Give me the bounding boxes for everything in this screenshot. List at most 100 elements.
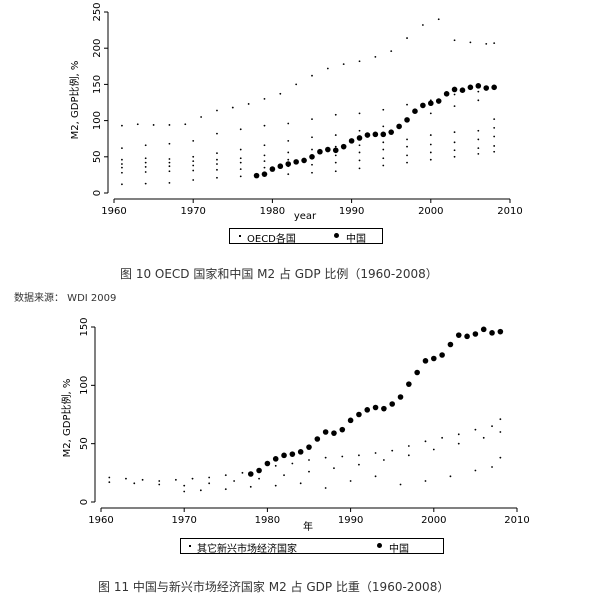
figure-11-china-point — [389, 401, 396, 407]
figure-10-other-point — [358, 151, 361, 154]
figure-11-other-point — [199, 489, 202, 492]
figure-11-other-point — [133, 482, 136, 485]
figure-10-other-point — [184, 123, 187, 126]
figure-10-other-point — [216, 109, 218, 112]
figure-10-other-point — [493, 118, 496, 121]
figure-10-legend-china-marker — [334, 233, 339, 238]
figure-10-other-point — [437, 18, 440, 21]
figure-11-other-point — [441, 436, 444, 439]
figure-10-other-point — [121, 158, 123, 161]
figure-10-china-point — [325, 146, 331, 153]
figure-10-china-point — [317, 148, 323, 155]
figure-11-other-point — [474, 469, 477, 472]
figure-10-other-point — [192, 139, 195, 142]
figure-11-other-point — [108, 481, 111, 484]
figure-11-china-point — [381, 405, 387, 412]
figure-10-other-point — [311, 74, 313, 77]
figure-10-other-point — [168, 161, 171, 164]
figure-11-other-point — [308, 459, 310, 461]
figure-10-other-point — [144, 166, 147, 168]
figure-10-other-point — [192, 169, 195, 172]
figure-11-other-point — [333, 467, 335, 470]
figure-10-other-point — [493, 84, 496, 87]
figure-10-other-point — [144, 171, 147, 173]
figure-11-china-point — [414, 369, 420, 376]
figure-10-other-point — [477, 99, 480, 102]
figure-10-other-point — [453, 39, 456, 42]
figure-11-legend-other-label: 其它新兴市场经济国家 — [197, 544, 297, 555]
figure-11-china-point — [422, 358, 429, 364]
figure-10-other-point — [374, 55, 377, 58]
figure-10-other-point — [477, 147, 480, 150]
figure-10-china-point — [451, 86, 458, 93]
figure-10-x-tick-label: 1990 — [339, 206, 364, 217]
figure-11-x-tick-label: 1960 — [88, 515, 113, 526]
figure-11-other-point — [291, 462, 294, 465]
figure-10-china-point — [293, 159, 299, 165]
figure-10-other-point — [358, 167, 361, 170]
figure-10-other-point — [216, 152, 218, 155]
figure-11-china-point — [431, 355, 437, 362]
figure-11-other-point — [233, 480, 236, 482]
figure-10-y-tick-label: 0 — [92, 190, 103, 196]
figure-11-other-point — [424, 440, 427, 443]
figure-11-legend-china-label: 中国 — [389, 544, 409, 555]
figure-11-china-point — [247, 471, 254, 477]
figure-10-other-point — [192, 155, 195, 158]
figure-10-other-point — [382, 148, 385, 151]
figure-11-china-point — [339, 426, 346, 433]
figure-10-other-point — [136, 123, 139, 126]
figure-11-china-point — [480, 326, 487, 333]
figure-10-x-tick-label: 2010 — [497, 206, 522, 217]
figure-10-other-point — [493, 126, 496, 129]
figure-10-china-point — [459, 87, 466, 93]
figure-11-other-point — [224, 488, 227, 491]
figure-11-china-point — [331, 430, 337, 436]
figure-11-legend-china-marker — [377, 543, 382, 548]
figure-10-x-tick-label: 2000 — [418, 206, 443, 217]
figure-10-other-point — [453, 93, 456, 96]
figure-10-other-point — [429, 151, 432, 154]
figure-10-other-point — [263, 97, 266, 100]
figure-11-other-point — [499, 418, 502, 421]
figure-11-other-point — [191, 477, 194, 480]
figure-10-x-tick-label: 1980 — [260, 206, 285, 217]
figure-10-china-point — [277, 163, 284, 170]
figure-10-other-point — [239, 128, 242, 131]
figure-10-other-point — [326, 67, 329, 70]
figure-10-source: 数据来源： WDI 2009 — [14, 293, 117, 304]
figure-11-other-point — [457, 433, 460, 436]
figure-11-china-point — [464, 333, 470, 340]
figure-11-other-point — [183, 484, 186, 487]
figure-10-legend: OECD各国 中国 — [229, 228, 383, 245]
figure-11-other-point — [249, 485, 252, 488]
figure-11-x-tick-label: 1970 — [171, 515, 196, 526]
figure-11-china-point — [372, 404, 379, 411]
figure-10-other-point — [311, 171, 313, 174]
figure-11-other-point — [324, 456, 327, 459]
figure-11-other-point — [241, 471, 244, 474]
figure-10-x-tick-label: 1970 — [180, 206, 205, 217]
figure-10-china-point — [380, 131, 387, 138]
figure-11-legend-other-marker — [189, 545, 191, 547]
figure-10-other-point — [334, 161, 337, 164]
figure-11-caption: 图 11 中国与新兴市场经济国家 M2 占 GDP 比重（1960-2008） — [98, 580, 450, 594]
figure-10-other-point — [287, 139, 290, 142]
figure-10-y-tick-label: 150 — [92, 75, 103, 94]
figure-10-other-point — [239, 148, 242, 151]
figure-11-other-point — [324, 487, 327, 489]
figure-11-x-tick-label: 1980 — [255, 515, 280, 526]
figure-10-other-point — [144, 182, 147, 185]
figure-10-other-point — [216, 168, 218, 171]
figure-10-other-point — [121, 147, 123, 150]
figure-10-other-point — [200, 116, 203, 118]
figure-10-other-point — [152, 124, 155, 126]
figure-11-x-tick-label: 2000 — [421, 515, 446, 526]
figure-11-other-point — [274, 484, 277, 487]
figure-10-other-point — [239, 161, 242, 164]
figure-11-other-point — [482, 436, 485, 439]
figure-10-other-point — [453, 131, 456, 134]
figure-10-y-tick-label: 50 — [92, 150, 103, 163]
figure-11-other-point — [208, 476, 211, 479]
figure-11-other-point — [491, 466, 493, 468]
